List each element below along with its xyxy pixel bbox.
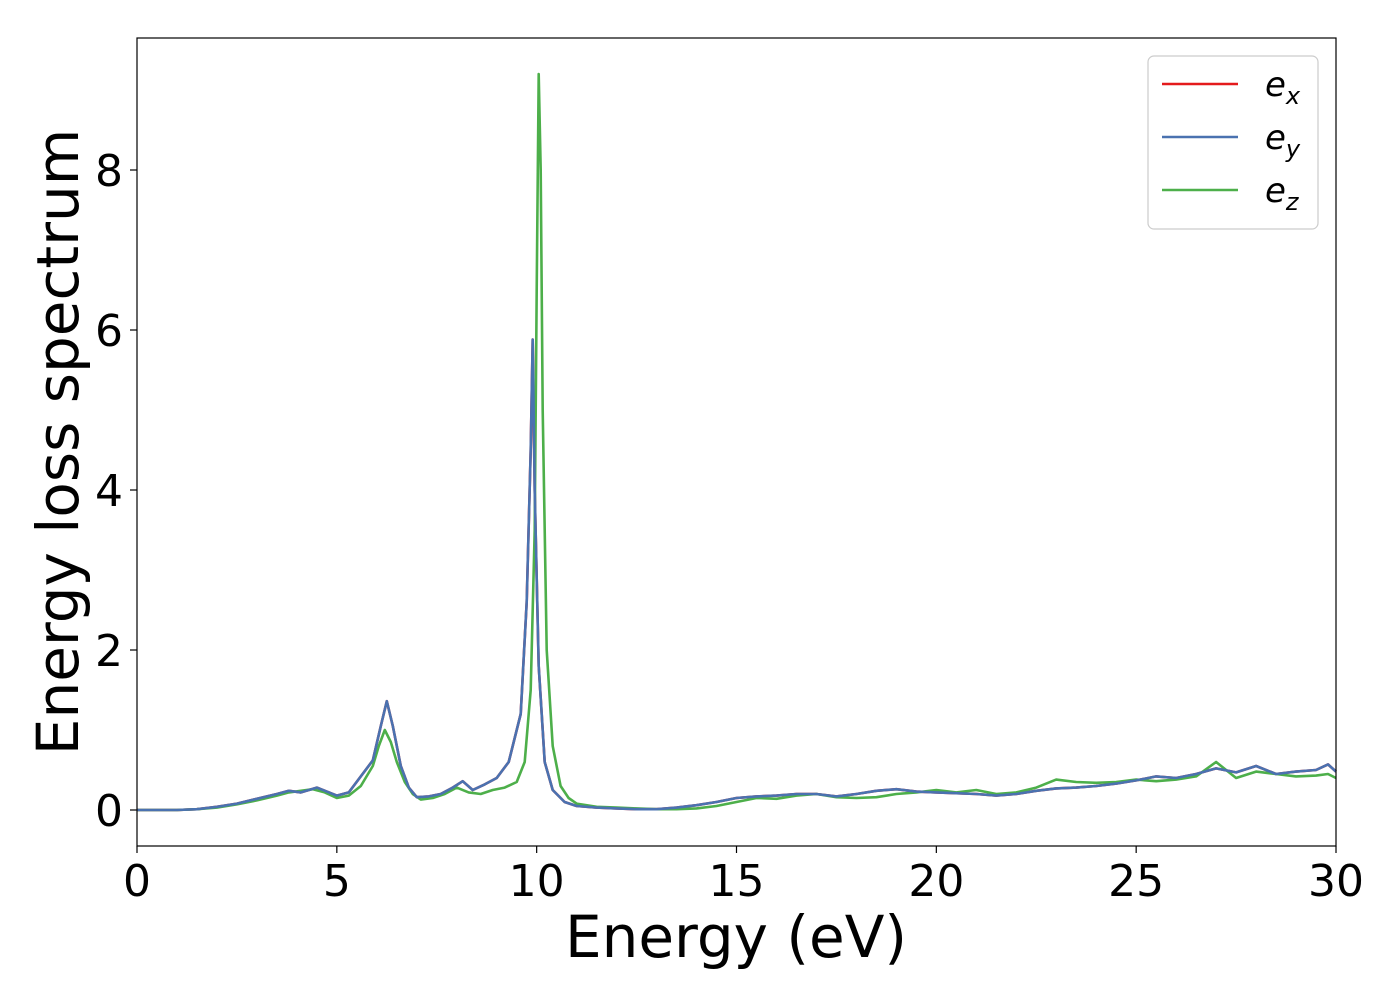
x-axis: 0 5 10 15 20 25 30 xyxy=(123,846,1364,907)
y-tick-label: 0 xyxy=(95,786,123,837)
legend-box xyxy=(1147,55,1319,230)
series-line-z xyxy=(137,72,1337,812)
series-layer xyxy=(137,72,1337,812)
x-tick-label: 10 xyxy=(509,856,565,907)
x-tick-label: 25 xyxy=(1108,856,1164,907)
y-tick-label: 8 xyxy=(95,146,123,197)
x-axis-label: Energy (eV) xyxy=(565,903,907,971)
series-line-y xyxy=(137,338,1337,812)
y-axis-label: Energy loss spectrum xyxy=(24,129,92,755)
x-tick-label: 5 xyxy=(323,856,351,907)
x-tick-label: 30 xyxy=(1308,856,1364,907)
y-axis: 0 2 4 6 8 xyxy=(95,146,137,837)
y-tick-label: 6 xyxy=(95,306,123,357)
x-tick-label: 15 xyxy=(709,856,765,907)
x-tick-label: 20 xyxy=(908,856,964,907)
x-tick-label: 0 xyxy=(123,856,151,907)
y-tick-label: 4 xyxy=(95,466,123,517)
plot-area xyxy=(137,38,1336,846)
y-tick-label: 2 xyxy=(95,626,123,677)
